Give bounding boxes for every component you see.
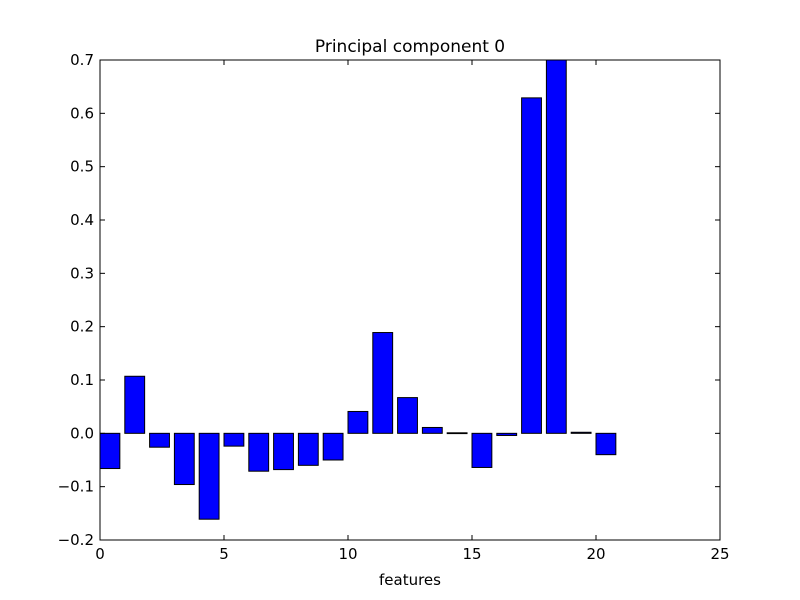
plot-frame	[99, 59, 721, 541]
bar	[397, 397, 418, 434]
y-tick-label: 0.7	[70, 51, 94, 69]
bars-group	[99, 59, 617, 520]
y-axis: −0.2 −0.1 0.0 0.1 0.2 0.3 0.4 0.5 0.6 0.7	[58, 51, 720, 549]
bar	[347, 410, 369, 434]
y-tick-label: 0.5	[70, 158, 94, 176]
x-tick-label: 25	[710, 545, 729, 563]
bar	[99, 432, 121, 470]
bar	[446, 432, 468, 435]
y-tick-label: 0.1	[70, 371, 94, 389]
bar	[595, 432, 617, 456]
x-axis-label: features	[379, 571, 441, 589]
bar	[149, 432, 170, 448]
bar	[521, 97, 542, 434]
bar	[421, 426, 443, 434]
y-tick-label: −0.2	[58, 531, 94, 549]
bar	[124, 375, 146, 434]
bar	[471, 432, 493, 468]
bar	[496, 432, 518, 436]
y-tick-label: 0.3	[70, 264, 94, 282]
bar	[545, 59, 567, 434]
bar	[372, 332, 394, 434]
x-tick-label: 5	[219, 545, 229, 563]
x-tick-label: 20	[586, 545, 605, 563]
y-tick-label: 0.2	[70, 318, 94, 336]
x-tick-label: 0	[95, 545, 105, 563]
y-tick-label: 0.0	[70, 424, 94, 442]
x-tick-label: 15	[462, 545, 481, 563]
y-tick-label: 0.6	[70, 104, 94, 122]
bar	[248, 432, 270, 472]
bar	[223, 432, 245, 447]
y-tick-label: 0.4	[70, 211, 94, 229]
bar	[198, 432, 220, 520]
y-tick-label: −0.1	[58, 478, 94, 496]
x-tick-label: 10	[338, 545, 357, 563]
bar	[273, 432, 294, 471]
bar	[570, 431, 592, 434]
bar	[173, 432, 195, 486]
bar	[322, 432, 344, 461]
bar	[297, 432, 319, 466]
chart-title: Principal component 0	[315, 37, 505, 57]
x-axis: 0 5 10 15 20 25	[95, 60, 730, 563]
